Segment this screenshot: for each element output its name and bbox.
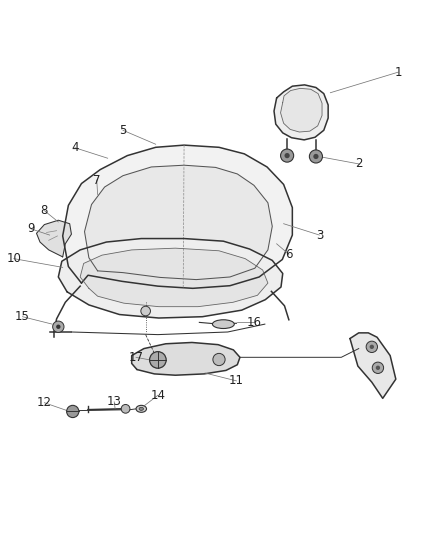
- Circle shape: [313, 154, 318, 159]
- Circle shape: [376, 366, 380, 370]
- Circle shape: [309, 150, 322, 163]
- Circle shape: [285, 153, 290, 158]
- Polygon shape: [63, 145, 292, 288]
- Text: 14: 14: [150, 389, 166, 402]
- Polygon shape: [58, 239, 283, 318]
- Circle shape: [370, 345, 374, 349]
- Text: 3: 3: [316, 229, 323, 241]
- Circle shape: [56, 325, 60, 329]
- Text: 13: 13: [107, 395, 122, 408]
- Circle shape: [53, 321, 64, 333]
- Text: 11: 11: [229, 374, 244, 387]
- Text: 12: 12: [37, 396, 52, 409]
- Polygon shape: [85, 165, 272, 280]
- Text: 2: 2: [355, 157, 363, 171]
- Circle shape: [121, 405, 130, 413]
- Circle shape: [150, 352, 166, 368]
- Polygon shape: [132, 343, 240, 375]
- Ellipse shape: [212, 320, 234, 328]
- Polygon shape: [274, 85, 328, 140]
- Text: 5: 5: [119, 124, 127, 137]
- Circle shape: [366, 341, 378, 352]
- Text: 16: 16: [247, 316, 261, 329]
- Ellipse shape: [136, 405, 147, 413]
- Circle shape: [213, 353, 225, 366]
- Polygon shape: [80, 248, 268, 306]
- Text: 17: 17: [128, 351, 144, 364]
- Text: 9: 9: [28, 222, 35, 236]
- Circle shape: [372, 362, 384, 374]
- Circle shape: [67, 405, 79, 417]
- Text: 1: 1: [394, 66, 402, 79]
- Text: 7: 7: [93, 174, 100, 187]
- Ellipse shape: [139, 407, 144, 410]
- Text: 8: 8: [41, 204, 48, 217]
- Polygon shape: [350, 333, 396, 398]
- Text: 4: 4: [71, 141, 79, 154]
- Text: 15: 15: [15, 310, 30, 323]
- Text: 6: 6: [285, 248, 293, 261]
- Text: 10: 10: [7, 252, 21, 265]
- Circle shape: [281, 149, 293, 162]
- Polygon shape: [281, 88, 322, 132]
- Circle shape: [141, 306, 150, 316]
- Polygon shape: [36, 220, 71, 257]
